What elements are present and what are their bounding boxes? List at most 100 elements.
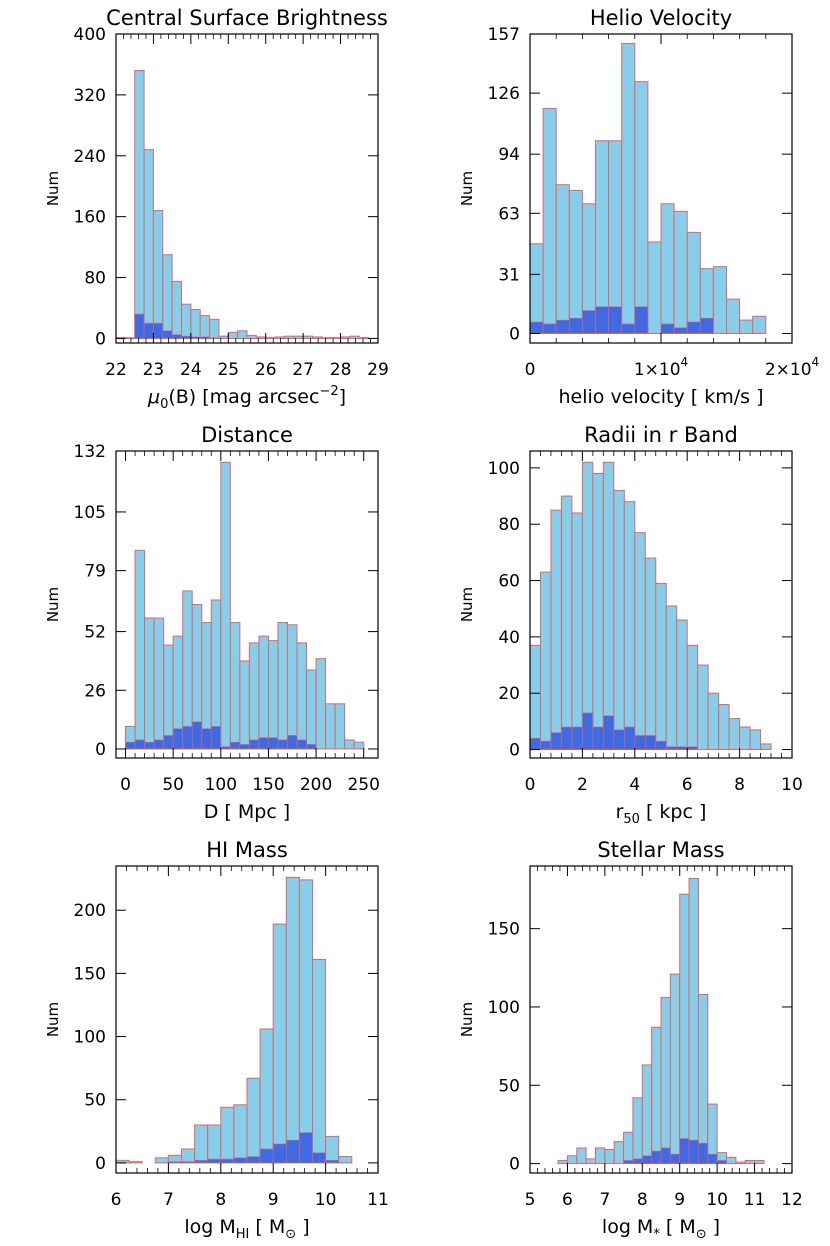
sub-bar-2 bbox=[134, 739, 145, 750]
bar-4 bbox=[557, 1159, 568, 1165]
y-tick-label: 0 bbox=[95, 1154, 106, 1174]
bar-11 bbox=[218, 335, 229, 339]
sub-bar-11 bbox=[623, 1160, 634, 1164]
y-tick-label: 50 bbox=[498, 1076, 520, 1096]
x-tick-label: 8 bbox=[215, 1190, 226, 1210]
sub-bar-19 bbox=[698, 1142, 709, 1164]
bar-24 bbox=[344, 739, 355, 750]
bar-6 bbox=[595, 140, 610, 334]
bar-17 bbox=[679, 893, 690, 1165]
plot-frame bbox=[529, 450, 793, 759]
y-axis-label: Num bbox=[458, 587, 476, 622]
sub-bar-12 bbox=[632, 1158, 643, 1164]
y-axis-label: Num bbox=[44, 1002, 62, 1037]
bar-17 bbox=[325, 1135, 340, 1164]
x-tick-label: 6 bbox=[682, 775, 693, 795]
bar-18 bbox=[286, 624, 298, 750]
x-tick-label: 5 bbox=[525, 1190, 536, 1210]
sub-bar-14 bbox=[285, 1139, 300, 1164]
sub-bar-19 bbox=[296, 739, 307, 750]
bar-18 bbox=[688, 878, 699, 1165]
x-tick-label: 200 bbox=[300, 775, 332, 795]
bar-17 bbox=[739, 319, 754, 334]
bar-8 bbox=[190, 309, 201, 339]
bar-12 bbox=[229, 622, 241, 750]
x-tick-label: 7 bbox=[599, 1190, 610, 1210]
sub-bar-16 bbox=[670, 1153, 681, 1164]
sub-bar-17 bbox=[277, 739, 288, 750]
x-tick-label: 6 bbox=[111, 1190, 122, 1210]
bar-13 bbox=[686, 231, 701, 334]
bar-7 bbox=[194, 1124, 209, 1164]
y-tick-label: 100 bbox=[74, 1028, 106, 1048]
bar-12 bbox=[227, 331, 239, 339]
y-tick-label: 157 bbox=[488, 25, 520, 45]
bar-24 bbox=[340, 336, 351, 339]
x-axis-label: log MHI [ M⊙ ] bbox=[184, 1216, 309, 1242]
sub-bar-10 bbox=[210, 726, 222, 750]
bar-13 bbox=[239, 660, 250, 750]
y-tick-label: 105 bbox=[74, 503, 106, 523]
sub-bar-7 bbox=[194, 1160, 209, 1164]
bar-25 bbox=[353, 741, 365, 750]
sub-bar-21 bbox=[716, 1160, 727, 1164]
sub-bar-5 bbox=[163, 735, 174, 750]
sub-bar-3 bbox=[143, 322, 154, 339]
plot-frame bbox=[115, 865, 379, 1174]
y-tick-label: 52 bbox=[84, 623, 106, 643]
y-tick-label: 150 bbox=[74, 964, 106, 984]
x-tick-label: 23 bbox=[143, 360, 165, 380]
sub-bar-12 bbox=[673, 327, 688, 334]
sub-bar-6 bbox=[171, 334, 182, 339]
y-tick-label: 94 bbox=[498, 145, 520, 165]
bar-12 bbox=[644, 557, 657, 751]
sub-bar-8 bbox=[603, 715, 615, 750]
bar-19 bbox=[296, 642, 308, 750]
sub-bar-9 bbox=[199, 336, 210, 339]
bar-9 bbox=[220, 1106, 235, 1164]
sub-bar-4 bbox=[568, 317, 583, 334]
plot-frame bbox=[115, 450, 379, 759]
bar-4 bbox=[560, 495, 573, 751]
x-axis-label: D [ Mpc ] bbox=[204, 801, 290, 823]
sub-bar-7 bbox=[182, 726, 193, 750]
bar-10 bbox=[623, 501, 636, 751]
bar-10 bbox=[233, 1104, 248, 1164]
bar-16 bbox=[686, 644, 699, 751]
bar-11 bbox=[246, 1077, 261, 1164]
x-tick-label: 6 bbox=[562, 1190, 573, 1210]
bar-18 bbox=[338, 1156, 353, 1164]
sub-bar-6 bbox=[582, 712, 594, 750]
bar-19 bbox=[293, 335, 304, 339]
bar-13 bbox=[272, 923, 287, 1164]
bar-18 bbox=[707, 692, 720, 751]
bar-6 bbox=[181, 1148, 196, 1164]
sub-bar-6 bbox=[172, 728, 183, 750]
sub-bar-16 bbox=[268, 737, 279, 750]
sub-bar-10 bbox=[209, 337, 220, 339]
sub-bar-12 bbox=[644, 735, 657, 750]
bar-23 bbox=[760, 743, 772, 751]
x-tick-label: 11 bbox=[744, 1190, 766, 1210]
sub-bar-20 bbox=[306, 744, 317, 750]
bar-8 bbox=[207, 1124, 222, 1164]
bar-19 bbox=[718, 703, 730, 751]
bar-25 bbox=[754, 1159, 765, 1165]
y-axis-label: Num bbox=[44, 171, 62, 206]
bar-8 bbox=[621, 43, 636, 334]
bar-9 bbox=[604, 1149, 615, 1165]
sub-bar-8 bbox=[190, 336, 201, 339]
y-tick-label: 40 bbox=[498, 628, 520, 648]
bar-17 bbox=[274, 336, 285, 339]
sub-bar-4 bbox=[153, 739, 164, 750]
bar-2 bbox=[542, 107, 557, 334]
y-tick-label: 126 bbox=[488, 84, 520, 104]
x-tick-label: 4 bbox=[629, 775, 640, 795]
y-tick-label: 400 bbox=[74, 25, 106, 45]
sub-bar-7 bbox=[592, 726, 604, 750]
x-tick-label: 250 bbox=[347, 775, 379, 795]
bar-8 bbox=[602, 461, 615, 751]
